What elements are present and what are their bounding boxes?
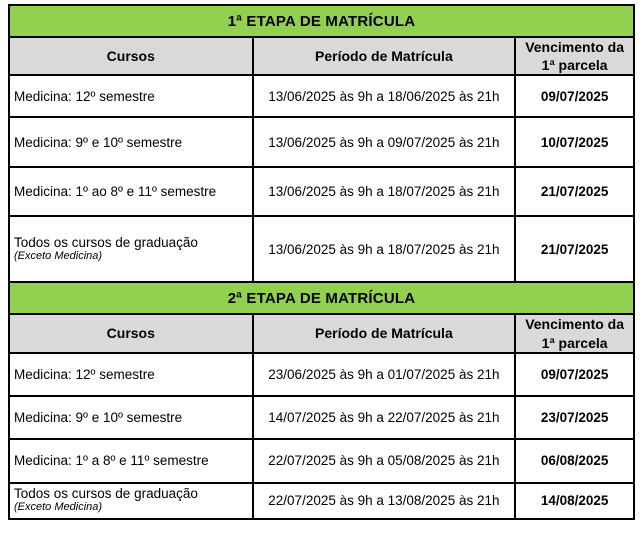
column-header-vencimento: Vencimento da 1ª parcela (514, 35, 635, 77)
vencimento-cell: 21/07/2025 (514, 166, 635, 218)
table-row: Medicina: 9º e 10º semestre 14/07/2025 à… (8, 394, 635, 440)
matricula-table: 1ª ETAPA DE MATRÍCULA Cursos Período de … (8, 4, 635, 520)
vencimento-cell: 21/07/2025 (514, 215, 635, 284)
periodo-cell: 13/06/2025 às 9h a 18/06/2025 às 21h (251, 74, 517, 119)
table-row: Medicina: 12º semestre 23/06/2025 às 9h … (8, 351, 635, 397)
vencimento-cell: 14/08/2025 (514, 481, 635, 520)
vencimento-cell: 23/07/2025 (514, 394, 635, 440)
table-row: Medicina: 9º e 10º semestre 13/06/2025 à… (8, 116, 635, 169)
section-1-title-row: 1ª ETAPA DE MATRÍCULA (8, 4, 635, 38)
section-2-title: 2ª ETAPA DE MATRÍCULA (8, 281, 635, 316)
column-header-periodo: Período de Matrícula (251, 35, 517, 77)
curso-nota: (Exceto Medicina) (14, 250, 103, 262)
section-2-header-row: Cursos Período de Matrícula Vencimento d… (8, 313, 635, 354)
section-1-header-row: Cursos Período de Matrícula Vencimento d… (8, 35, 635, 77)
periodo-cell: 13/06/2025 às 9h a 09/07/2025 às 21h (251, 116, 517, 169)
curso-cell: Medicina: 12º semestre (8, 74, 254, 119)
column-header-cursos: Cursos (8, 35, 254, 77)
periodo-cell: 13/06/2025 às 9h a 18/07/2025 às 21h (251, 215, 517, 284)
column-header-cursos: Cursos (8, 313, 254, 354)
table-row: Medicina: 1º a 8º e 11º semestre 22/07/2… (8, 437, 635, 484)
curso-label: Todos os cursos de graduação (14, 486, 198, 502)
table-row: Todos os cursos de graduação (Exceto Med… (8, 215, 635, 284)
periodo-cell: 14/07/2025 às 9h a 22/07/2025 às 21h (251, 394, 517, 440)
section-2-title-row: 2ª ETAPA DE MATRÍCULA (8, 281, 635, 316)
periodo-cell: 22/07/2025 às 9h a 13/08/2025 às 21h (251, 481, 517, 520)
curso-cell: Todos os cursos de graduação (Exceto Med… (8, 481, 254, 520)
curso-cell: Medicina: 1º a 8º e 11º semestre (8, 437, 254, 484)
column-header-vencimento: Vencimento da 1ª parcela (514, 313, 635, 354)
curso-label: Todos os cursos de graduação (14, 235, 198, 250)
curso-cell: Medicina: 1º ao 8º e 11º semestre (8, 166, 254, 218)
vencimento-cell: 06/08/2025 (514, 437, 635, 484)
table-row: Medicina: 1º ao 8º e 11º semestre 13/06/… (8, 166, 635, 218)
vencimento-cell: 10/07/2025 (514, 116, 635, 169)
periodo-cell: 23/06/2025 às 9h a 01/07/2025 às 21h (251, 351, 517, 397)
curso-cell: Medicina: 9º e 10º semestre (8, 394, 254, 440)
curso-cell: Medicina: 12º semestre (8, 351, 254, 397)
curso-cell: Medicina: 9º e 10º semestre (8, 116, 254, 169)
periodo-cell: 13/06/2025 às 9h a 18/07/2025 às 21h (251, 166, 517, 218)
section-1-title: 1ª ETAPA DE MATRÍCULA (8, 4, 635, 38)
vencimento-cell: 09/07/2025 (514, 74, 635, 119)
curso-cell: Todos os cursos de graduação (Exceto Med… (8, 215, 254, 284)
periodo-cell: 22/07/2025 às 9h a 05/08/2025 às 21h (251, 437, 517, 484)
table-row: Todos os cursos de graduação (Exceto Med… (8, 481, 635, 520)
matricula-schedule: 1ª ETAPA DE MATRÍCULA Cursos Período de … (8, 4, 635, 520)
curso-nota: (Exceto Medicina) (14, 501, 103, 514)
vencimento-cell: 09/07/2025 (514, 351, 635, 397)
column-header-periodo: Período de Matrícula (251, 313, 517, 354)
table-row: Medicina: 12º semestre 13/06/2025 às 9h … (8, 74, 635, 119)
